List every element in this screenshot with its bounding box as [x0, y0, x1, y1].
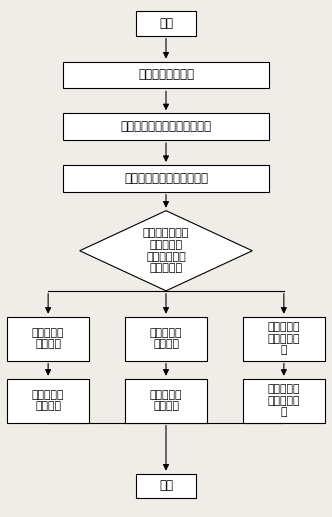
FancyBboxPatch shape	[7, 378, 89, 423]
FancyBboxPatch shape	[243, 378, 324, 423]
FancyBboxPatch shape	[125, 378, 207, 423]
FancyBboxPatch shape	[136, 474, 196, 498]
Text: 结束: 结束	[159, 479, 173, 493]
Text: 目标轮缸压力变化速率计算: 目标轮缸压力变化速率计算	[124, 172, 208, 185]
Text: 进油阀工作
状态确定: 进油阀工作 状态确定	[32, 328, 64, 349]
Text: 目标轮缸压力获取: 目标轮缸压力获取	[138, 68, 194, 82]
Text: 电机液压泵
工作时间确
定: 电机液压泵 工作时间确 定	[268, 384, 300, 417]
FancyBboxPatch shape	[136, 11, 196, 36]
Polygon shape	[80, 211, 252, 291]
Text: 开始: 开始	[159, 17, 173, 30]
Text: 实际轮缸压力、主缸压力获取: 实际轮缸压力、主缸压力获取	[121, 120, 211, 133]
Text: 进油阀工作
时间确定: 进油阀工作 时间确定	[32, 390, 64, 412]
Text: 出油阀工作
时间确定: 出油阀工作 时间确定	[150, 390, 182, 412]
FancyBboxPatch shape	[7, 316, 89, 361]
FancyBboxPatch shape	[63, 62, 269, 88]
FancyBboxPatch shape	[63, 165, 269, 192]
FancyBboxPatch shape	[243, 316, 324, 361]
Text: 电机液压泵
工作状态确
定: 电机液压泵 工作状态确 定	[268, 322, 300, 355]
FancyBboxPatch shape	[63, 113, 269, 140]
Text: 实际轮缸压力、
主缸压力、
目标轮缸压力
之间的比较: 实际轮缸压力、 主缸压力、 目标轮缸压力 之间的比较	[143, 229, 189, 273]
Text: 出油阀工作
状态确定: 出油阀工作 状态确定	[150, 328, 182, 349]
FancyBboxPatch shape	[125, 316, 207, 361]
